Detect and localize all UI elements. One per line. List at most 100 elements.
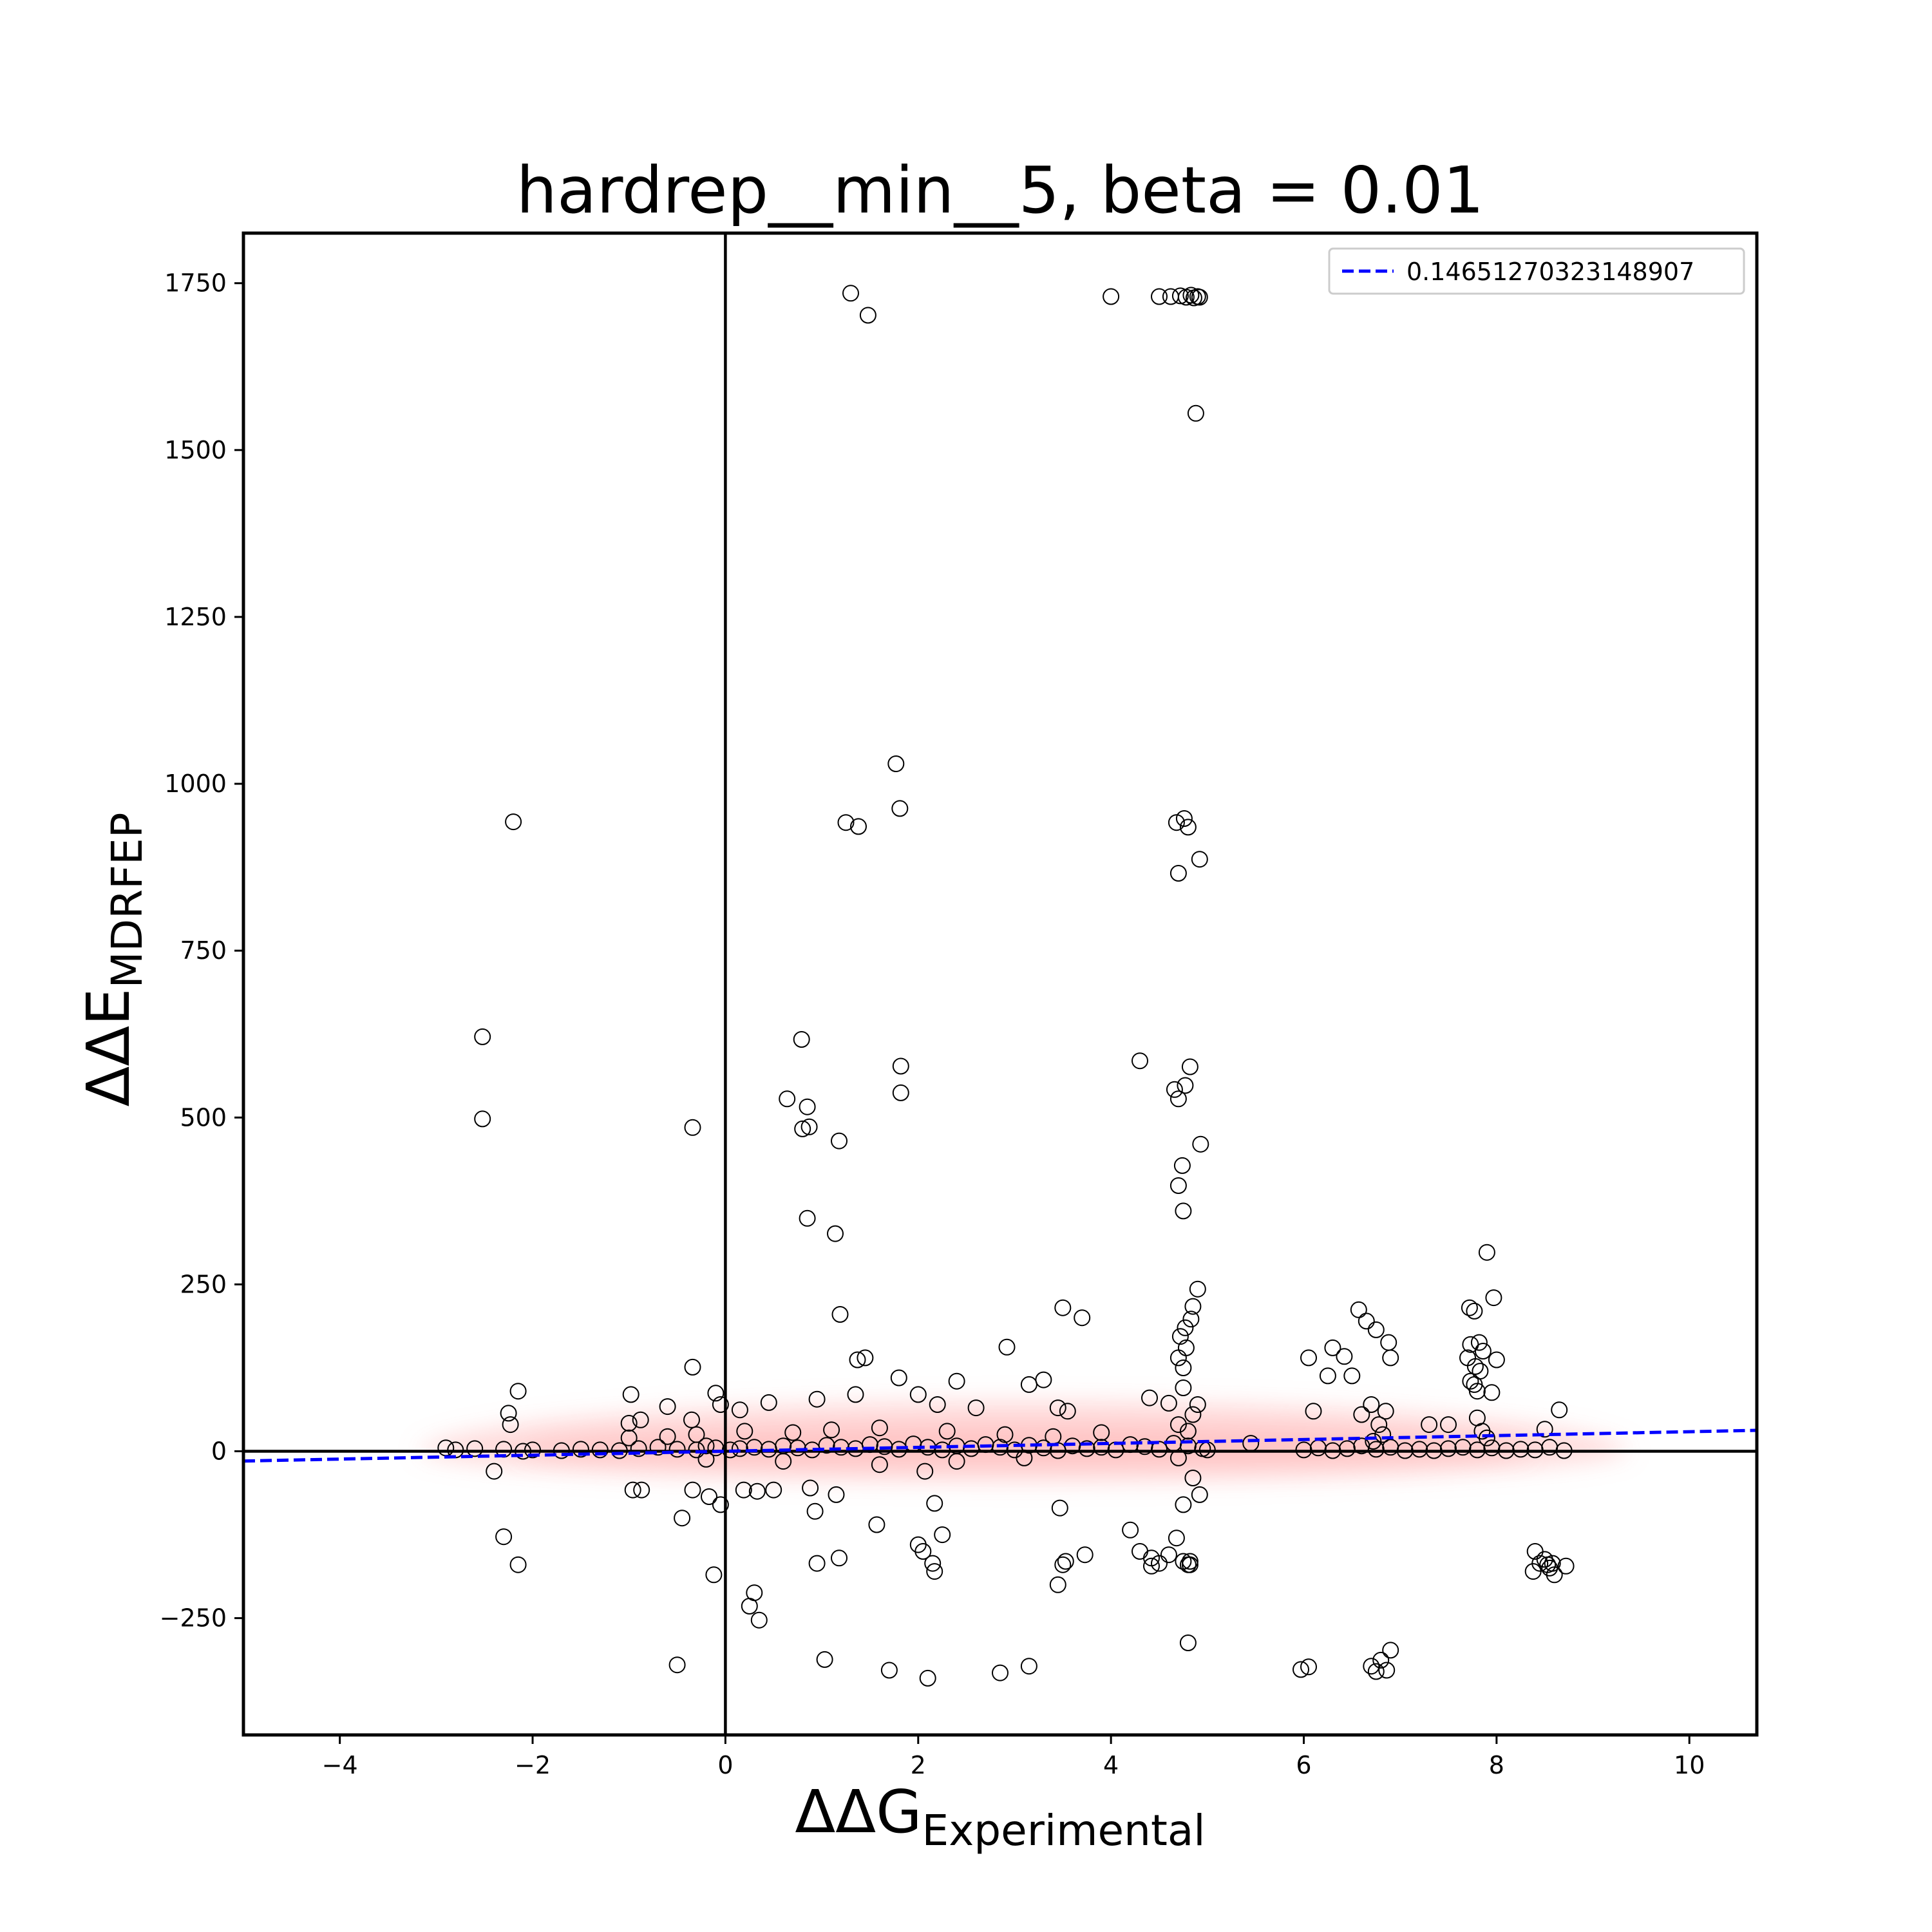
data-point [707,1385,724,1402]
data-point [509,1556,527,1573]
data-point [802,1479,819,1497]
data-point [1184,1470,1202,1486]
data-point [1350,1301,1367,1318]
data-point [524,1441,541,1459]
data-point [779,1090,796,1108]
data-point [1485,1289,1502,1307]
data-point [1242,1435,1260,1452]
data-point [1175,1496,1192,1513]
data-point [868,1516,886,1533]
plot-frame [242,231,1759,1737]
data-point [688,1426,705,1443]
x-tick-label: 4 [1103,1751,1119,1779]
data-point [831,1549,848,1567]
data-point [1181,1058,1198,1075]
legend: 0.14651270323148907 [1328,247,1745,295]
data-point [934,1526,951,1544]
data-point [793,1031,810,1048]
data-point [794,1120,811,1137]
data-point [1103,288,1120,305]
data-point [1324,1442,1341,1459]
data-point [1020,1658,1037,1675]
data-point [784,1424,802,1441]
fit-line [243,1428,1757,1463]
data-point [1319,1367,1336,1385]
data-point [1076,1546,1094,1564]
data-point [1059,1403,1076,1420]
data-point [1179,1423,1197,1440]
data-point [1293,1661,1309,1678]
data-point [620,1415,638,1432]
data-point [486,1463,503,1480]
data-point [1189,1280,1206,1298]
data-point [684,1481,701,1499]
data-point [916,1463,934,1480]
x-tick-label: −2 [515,1751,551,1779]
data-point [1181,1556,1198,1573]
data-point [1170,1177,1187,1194]
data-point [998,1338,1016,1356]
y-tick-label: 1500 [164,436,227,464]
x-tick-label: 2 [911,1751,926,1779]
data-point [500,1405,517,1422]
y-axis-label-main: ΔΔE [74,989,143,1107]
data-point [857,1349,874,1367]
data-point [1363,1396,1380,1413]
data-point [1324,1339,1341,1356]
data-point [1474,1343,1492,1359]
data-point [1497,1442,1515,1459]
data-point [808,1555,826,1572]
data-point [938,1423,956,1440]
data-point [919,1669,936,1687]
y-tick-label: 0 [211,1437,227,1466]
data-point [827,1225,844,1242]
data-point [1074,1309,1091,1327]
data-point [1367,1321,1385,1338]
y-tick-label: 250 [180,1270,227,1298]
data-point [1035,1371,1052,1388]
data-point [553,1442,570,1459]
y-tick-label: 1000 [164,770,227,798]
data-point [948,1372,965,1390]
data-point [1367,1663,1385,1680]
data-point [1343,1367,1361,1385]
data-point [1382,1349,1399,1367]
data-point [1478,1429,1495,1446]
data-point [1184,1298,1202,1315]
data-point [1122,1521,1139,1539]
data-point [707,1439,724,1457]
data-point [736,1423,753,1440]
data-point [1488,1351,1505,1368]
data-point [823,1421,840,1439]
data-point [701,1488,717,1505]
data-point [1184,1406,1202,1423]
y-tick-label: 1250 [164,603,227,631]
y-tick-label: 1750 [164,269,227,298]
data-point [1300,1349,1317,1367]
data-point [1336,1348,1353,1365]
data-point [828,1486,845,1503]
data-point [929,1396,946,1413]
data-point [1440,1416,1457,1434]
data-point [924,1555,942,1572]
data-point [1175,1202,1192,1220]
data-point [847,1386,864,1403]
data-point [1380,1334,1397,1351]
data-point [632,1411,649,1428]
data-point [1179,819,1197,836]
data-point [1020,1376,1037,1393]
data-point [495,1528,513,1546]
data-point [474,1028,491,1045]
data-point [890,1369,907,1387]
data-point [1461,1299,1478,1316]
data-point [1181,1553,1198,1570]
data-point [996,1426,1014,1443]
data-point [466,1440,484,1457]
data-point [1363,1658,1380,1675]
data-point [1374,1426,1392,1443]
data-point [1187,404,1204,422]
data-point [1300,1658,1317,1676]
data-point [1468,1383,1486,1400]
data-point [1166,1081,1183,1098]
